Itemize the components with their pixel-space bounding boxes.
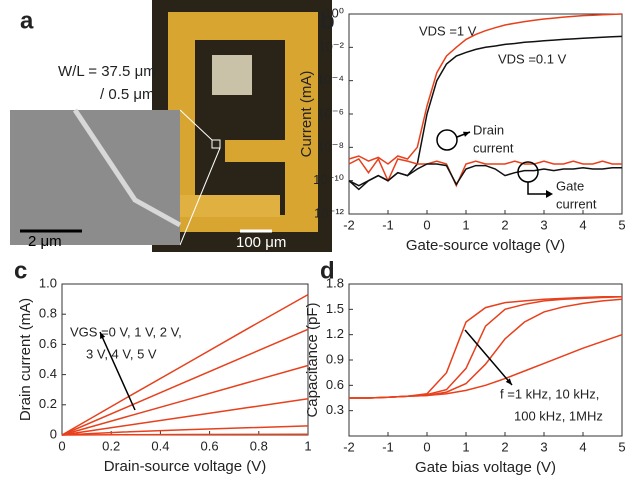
y-tick-label: 1.2 (326, 326, 344, 341)
scale-label: 100 μm (236, 234, 286, 251)
annotation: / 0.5 μm (100, 86, 155, 103)
series-line (62, 366, 308, 436)
annotation: W/L = 37.5 μm (58, 63, 156, 80)
figure: a W/L = 37.5 μm / 0.5 μm 2 μm 100 μm -2 -… (0, 0, 635, 483)
y-axis-label: Drain current (mA) (17, 298, 34, 421)
finger (225, 140, 305, 162)
annotation: f =1 kHz, 10 kHz, (500, 386, 599, 401)
annotation: VDS =1 V (419, 23, 477, 38)
annotation: Gate (556, 178, 584, 193)
x-tick-label: 1 (304, 438, 311, 453)
x-tick-label: 0.8 (250, 438, 268, 453)
y-tick-label: 10⁻⁶ (317, 105, 344, 120)
x-tick-label: 3 (540, 217, 547, 232)
y-tick-label: 1.5 (326, 301, 344, 316)
page: a W/L = 37.5 μm / 0.5 μm 2 μm 100 μm -2 -… (0, 0, 635, 483)
x-axis-label: Gate bias voltage (V) (415, 459, 556, 476)
panel-label: d (320, 257, 335, 284)
annotation: Drain (473, 122, 504, 137)
annotation: current (473, 140, 514, 155)
y-tick-label: 0.8 (39, 306, 57, 321)
y-tick-label: 0.4 (39, 366, 57, 381)
x-tick-label: 3 (540, 439, 547, 454)
series-line (349, 36, 622, 189)
panel-label: a (20, 7, 34, 34)
series-line (62, 329, 308, 435)
x-tick-label: 4 (579, 439, 586, 454)
x-tick-label: 0.6 (201, 438, 219, 453)
y-tick-label: 0 (50, 426, 57, 441)
y-tick-label: 0.2 (39, 396, 57, 411)
arrow (100, 332, 135, 410)
x-tick-label: 0.2 (102, 438, 120, 453)
x-tick-label: 0 (423, 217, 430, 232)
x-axis-label: Gate-source voltage (V) (406, 237, 565, 254)
y-tick-label: 0.9 (326, 351, 344, 366)
y-tick-label: 10⁻² (318, 39, 344, 54)
x-tick-label: -2 (343, 439, 355, 454)
x-tick-label: 4 (579, 217, 586, 232)
annotation: current (556, 196, 597, 211)
x-tick-label: 2 (501, 439, 508, 454)
x-tick-label: -1 (382, 217, 394, 232)
y-tick-label: 10⁻⁸ (317, 139, 344, 154)
y-axis-label: Current (mA) (298, 71, 315, 158)
panel-a-images: a W/L = 37.5 μm / 0.5 μm 2 μm 100 μm (10, 0, 332, 252)
x-tick-label: 1 (462, 439, 469, 454)
y-tick-label: 0.3 (326, 402, 344, 417)
x-tick-label: -2 (343, 217, 355, 232)
y-tick-label: 0.6 (326, 377, 344, 392)
scale-label: 2 μm (28, 233, 62, 250)
arrow-head (546, 190, 553, 198)
y-tick-label: 10⁻¹² (314, 205, 345, 220)
x-tick-label: -1 (382, 439, 394, 454)
x-tick-label: 1 (462, 217, 469, 232)
series-line (62, 434, 308, 435)
y-tick-label: 10⁻¹⁰ (313, 172, 344, 187)
x-axis-label: Drain-source voltage (V) (104, 458, 267, 475)
annotation: VGS =0 V, 1 V, 2 V, (70, 324, 182, 339)
panel-label: c (14, 257, 27, 284)
pad (212, 55, 252, 95)
annotation: 100 kHz, 1MHz (514, 408, 603, 423)
x-tick-label: 5 (618, 439, 625, 454)
x-tick-label: 5 (618, 217, 625, 232)
finger (180, 195, 280, 217)
series-line (62, 295, 308, 435)
y-axis-label: Capacitance (pF) (304, 302, 321, 417)
y-tick-label: 1.0 (39, 275, 57, 290)
y-tick-label: 10⁻⁴ (317, 72, 344, 87)
arrow (528, 182, 548, 194)
y-tick-label: 0.6 (39, 336, 57, 351)
sem-image (10, 110, 180, 245)
x-tick-label: 2 (501, 217, 508, 232)
series-line (349, 297, 622, 398)
annotation: 3 V, 4 V, 5 V (86, 346, 157, 361)
marker-circle (437, 130, 457, 150)
x-tick-label: 0 (423, 439, 430, 454)
annotation: VDS =0.1 V (498, 51, 567, 66)
arrow-head (463, 132, 470, 137)
panel-label: b (320, 7, 335, 34)
series-line (349, 297, 622, 398)
x-tick-label: 0 (58, 438, 65, 453)
x-tick-label: 0.4 (151, 438, 169, 453)
